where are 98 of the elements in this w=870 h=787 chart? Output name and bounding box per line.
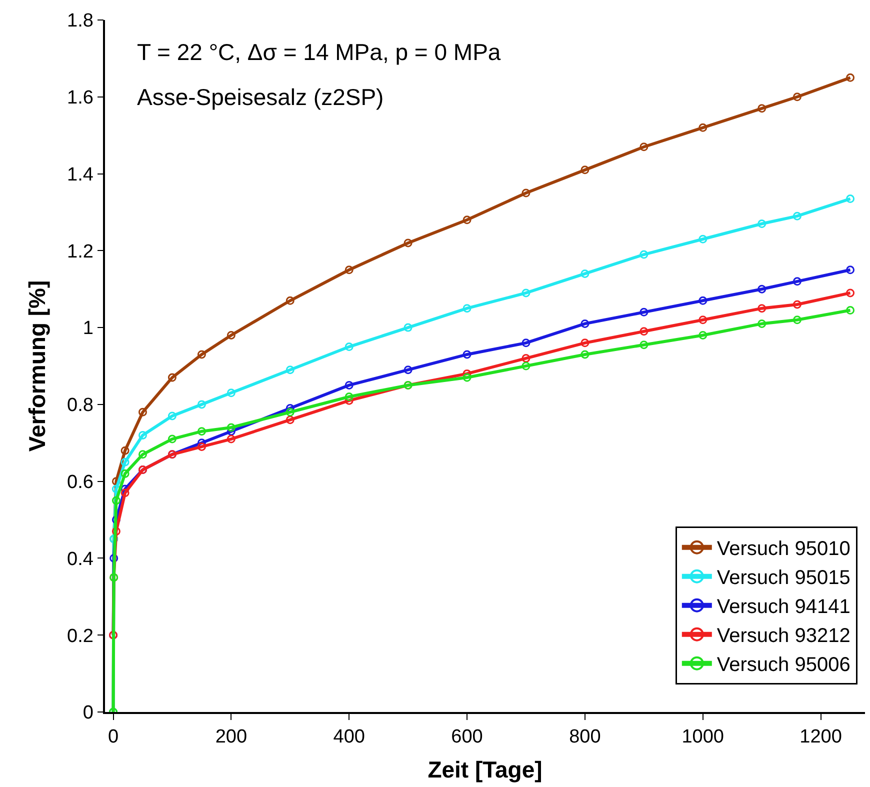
x-tick-label: 400 xyxy=(333,726,365,748)
x-tick-label: 800 xyxy=(569,726,601,748)
x-tick-label: 0 xyxy=(108,726,119,748)
point xyxy=(286,408,294,416)
point xyxy=(698,234,708,244)
point xyxy=(286,366,294,374)
point xyxy=(698,123,708,132)
point xyxy=(344,266,354,274)
point xyxy=(580,319,590,328)
point xyxy=(640,308,648,316)
annotation: Asse-Speisesalz (z2SP) xyxy=(137,84,384,110)
point xyxy=(286,296,294,305)
point xyxy=(112,496,120,505)
legend-label: Versuch 95015 xyxy=(716,567,850,590)
point xyxy=(197,442,206,451)
point xyxy=(522,354,530,363)
y-tick-label: 1.8 xyxy=(67,10,94,32)
point xyxy=(698,316,708,324)
point xyxy=(522,362,530,370)
point xyxy=(168,373,176,382)
point xyxy=(138,450,147,459)
point xyxy=(846,288,855,298)
point xyxy=(698,330,708,340)
point xyxy=(846,73,855,82)
point xyxy=(168,412,176,420)
point xyxy=(112,484,120,494)
point xyxy=(758,220,766,228)
annotation: T = 22 °C, Δσ = 14 MPa, p = 0 MPa xyxy=(137,39,501,65)
point xyxy=(138,408,147,416)
point xyxy=(758,319,766,328)
point xyxy=(404,238,412,248)
point xyxy=(580,166,590,174)
point xyxy=(462,304,472,313)
point xyxy=(792,277,802,286)
point xyxy=(640,327,648,336)
point xyxy=(226,388,236,398)
point xyxy=(640,142,648,152)
x-tick-label: 1200 xyxy=(800,726,842,748)
point xyxy=(462,373,472,382)
point xyxy=(226,434,236,444)
point xyxy=(758,284,766,294)
point xyxy=(120,458,130,466)
y-tick-label: 0.8 xyxy=(67,395,94,416)
point xyxy=(344,342,354,352)
point xyxy=(286,416,294,424)
point xyxy=(792,316,802,324)
point xyxy=(846,194,855,204)
point xyxy=(120,488,130,498)
point xyxy=(404,323,412,332)
y-tick-label: 1.4 xyxy=(67,164,94,186)
point xyxy=(792,92,802,102)
point xyxy=(120,469,130,478)
point xyxy=(138,430,147,440)
y-tick-label: 0.6 xyxy=(67,472,94,493)
legend-label: Versuch 95006 xyxy=(716,654,850,676)
point xyxy=(698,296,708,305)
y-tick-label: 0.4 xyxy=(67,548,94,570)
point xyxy=(197,400,206,409)
point xyxy=(226,330,236,340)
point xyxy=(792,300,802,309)
point xyxy=(580,269,590,278)
legend-label: Versuch 93212 xyxy=(716,625,850,648)
y-tick-label: 0.2 xyxy=(67,626,94,647)
point xyxy=(640,340,648,350)
point xyxy=(120,446,130,455)
point xyxy=(344,380,354,390)
y-axis-title: Verformung [%] xyxy=(24,280,50,452)
point xyxy=(846,306,855,315)
x-tick-label: 200 xyxy=(215,726,248,748)
point xyxy=(344,392,354,402)
legend-label: Versuch 94141 xyxy=(716,596,850,618)
point xyxy=(580,338,590,348)
point xyxy=(197,350,206,359)
point xyxy=(792,212,802,220)
point xyxy=(404,366,412,374)
point xyxy=(112,527,120,536)
point xyxy=(226,423,236,432)
point xyxy=(522,288,530,298)
legend-label: Versuch 95010 xyxy=(716,538,850,560)
y-tick-label: 1.2 xyxy=(67,241,94,262)
x-tick-label: 1000 xyxy=(682,726,724,748)
point xyxy=(168,434,176,444)
point xyxy=(110,554,118,562)
point xyxy=(758,104,766,113)
y-tick-label: 0 xyxy=(82,702,94,724)
point xyxy=(462,350,472,359)
x-axis-title: Zeit [Tage] xyxy=(428,756,542,783)
point xyxy=(758,304,766,313)
point xyxy=(846,266,855,274)
y-tick-label: 1 xyxy=(82,318,94,340)
point xyxy=(522,188,530,198)
point xyxy=(640,250,648,259)
point xyxy=(462,216,472,224)
point xyxy=(197,427,206,436)
point xyxy=(522,338,530,348)
point xyxy=(580,350,590,359)
y-tick-label: 1.6 xyxy=(67,88,94,109)
x-tick-label: 600 xyxy=(451,726,483,748)
